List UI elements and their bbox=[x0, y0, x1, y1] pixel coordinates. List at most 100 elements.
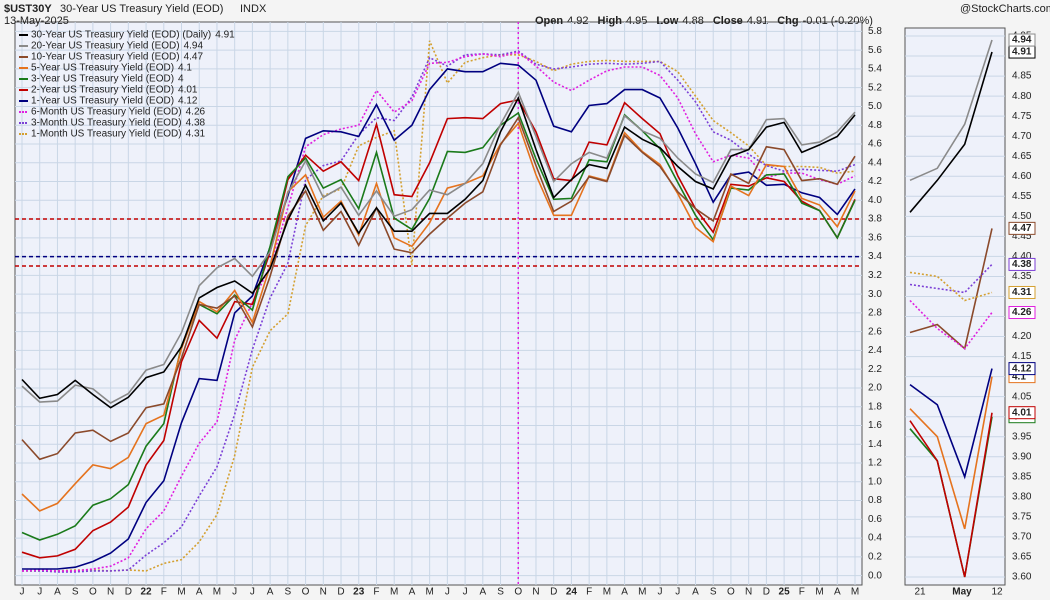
quote-label: High bbox=[598, 15, 623, 27]
legend-value: 4.01 bbox=[178, 85, 198, 96]
legend-label: 5-Year US Treasury Yield (EOD) bbox=[31, 63, 174, 74]
x-tick-label: 22 bbox=[141, 587, 153, 598]
y-tick-label: 2.0 bbox=[868, 383, 882, 394]
x-tick-label: M bbox=[603, 587, 611, 598]
x-tick-label: A bbox=[692, 587, 699, 598]
y-tick-label: 1.6 bbox=[868, 420, 882, 431]
x-tick-label: M bbox=[425, 587, 433, 598]
legend-label: 30-Year US Treasury Yield (EOD) (Daily) bbox=[31, 30, 211, 41]
x-tick-label: 24 bbox=[566, 587, 578, 598]
quote-value: 4.91 bbox=[747, 15, 768, 27]
y-tick-label: 1.4 bbox=[868, 439, 882, 450]
side-y-tick-label: 4.45 bbox=[1012, 231, 1032, 242]
y-tick-label: 5.0 bbox=[868, 101, 882, 112]
x-tick-label: J bbox=[250, 587, 255, 598]
y-tick-label: 0.8 bbox=[868, 495, 882, 506]
side-y-tick-label: 4.50 bbox=[1012, 211, 1032, 222]
y-tick-label: 4.6 bbox=[868, 139, 882, 150]
last-value-box bbox=[1008, 406, 1036, 420]
x-tick-label: F bbox=[373, 587, 379, 598]
x-tick-label: O bbox=[89, 587, 97, 598]
side-series-line bbox=[909, 39, 993, 182]
quote-value: 4.92 bbox=[567, 15, 588, 27]
y-tick-label: 3.0 bbox=[868, 289, 882, 300]
side-y-tick-label: 4.65 bbox=[1012, 151, 1032, 162]
x-tick-label: O bbox=[727, 587, 735, 598]
last-value-box bbox=[1008, 285, 1036, 299]
x-tick-label: J bbox=[37, 587, 42, 598]
side-y-tick-label: 3.95 bbox=[1012, 431, 1032, 442]
x-tick-label: N bbox=[320, 587, 327, 598]
last-value-label: 4.91 bbox=[1012, 47, 1032, 58]
y-tick-label: 1.8 bbox=[868, 401, 882, 412]
x-tick-label: 25 bbox=[779, 587, 791, 598]
side-y-tick-label: 4.60 bbox=[1012, 171, 1032, 182]
x-tick-label: A bbox=[479, 587, 486, 598]
x-tick-label: N bbox=[532, 587, 539, 598]
x-tick-label: J bbox=[445, 587, 450, 598]
legend-label: 20-Year US Treasury Yield (EOD) bbox=[31, 41, 180, 52]
quote-value: -0.01 (-0.20%) bbox=[803, 15, 873, 27]
legend-value: 4.38 bbox=[186, 118, 206, 129]
x-tick-label: J bbox=[232, 587, 237, 598]
side-series-line bbox=[909, 376, 993, 530]
series-line bbox=[21, 121, 856, 512]
last-value-label: 4.38 bbox=[1012, 259, 1032, 270]
exchange: INDX bbox=[240, 3, 267, 15]
x-tick-label: S bbox=[72, 587, 79, 598]
legend-value: 4.12 bbox=[178, 96, 198, 107]
last-value-box bbox=[1008, 33, 1036, 47]
quote-label: Open bbox=[535, 15, 563, 27]
legend-label: 1-Month US Treasury Yield (EOD) bbox=[31, 129, 182, 140]
y-tick-label: 5.8 bbox=[868, 26, 882, 37]
y-tick-label: 4.0 bbox=[868, 195, 882, 206]
legend-value: 4 bbox=[178, 74, 184, 85]
side-x-tick-label: May bbox=[952, 587, 972, 598]
series-line bbox=[21, 98, 856, 559]
legend-value: 4.26 bbox=[186, 107, 206, 118]
last-value-box bbox=[1008, 257, 1036, 271]
x-tick-label: D bbox=[125, 587, 132, 598]
x-tick-label: J bbox=[20, 587, 25, 598]
x-tick-label: D bbox=[763, 587, 770, 598]
side-series-line bbox=[909, 299, 993, 350]
x-tick-label: A bbox=[54, 587, 61, 598]
side-y-tick-label: 3.65 bbox=[1012, 552, 1032, 563]
side-y-tick-label: 3.75 bbox=[1012, 512, 1032, 523]
y-tick-label: 3.4 bbox=[868, 251, 882, 262]
last-value-label: 4.26 bbox=[1012, 307, 1032, 318]
x-tick-label: F bbox=[799, 587, 805, 598]
y-tick-label: 4.2 bbox=[868, 176, 882, 187]
y-tick-label: 1.0 bbox=[868, 476, 882, 487]
y-tick-label: 5.4 bbox=[868, 64, 882, 75]
y-tick-label: 4.4 bbox=[868, 157, 882, 168]
ticker: $UST30Y bbox=[4, 3, 52, 15]
side-series-line bbox=[909, 368, 993, 480]
x-tick-label: 23 bbox=[353, 587, 365, 598]
y-tick-label: 5.6 bbox=[868, 45, 882, 56]
x-tick-label: A bbox=[196, 587, 203, 598]
quote-label: Close bbox=[713, 15, 743, 27]
x-tick-label: O bbox=[514, 587, 522, 598]
side-series-line bbox=[909, 263, 993, 294]
legend-label: 3-Year US Treasury Yield (EOD) bbox=[31, 74, 174, 85]
last-value-label: 4.1 bbox=[1012, 371, 1026, 382]
y-tick-label: 0.4 bbox=[868, 533, 882, 544]
side-y-tick-label: 3.70 bbox=[1012, 532, 1032, 543]
side-series-line bbox=[909, 271, 993, 302]
side-y-tick-label: 4.20 bbox=[1012, 331, 1032, 342]
x-tick-label: J bbox=[675, 587, 680, 598]
side-y-tick-label: 4.70 bbox=[1012, 131, 1032, 142]
y-tick-label: 0.0 bbox=[868, 570, 882, 581]
x-tick-label: A bbox=[834, 587, 841, 598]
x-tick-label: D bbox=[550, 587, 557, 598]
x-tick-label: M bbox=[213, 587, 221, 598]
date: 13-May-2025 bbox=[4, 15, 69, 27]
last-value-label: 4.12 bbox=[1012, 363, 1032, 374]
y-tick-label: 2.8 bbox=[868, 308, 882, 319]
legend-value: 4.91 bbox=[215, 30, 235, 41]
chart-title: 30-Year US Treasury Yield (EOD) bbox=[60, 3, 223, 15]
x-tick-label: S bbox=[285, 587, 292, 598]
side-y-tick-label: 4.80 bbox=[1012, 91, 1032, 102]
